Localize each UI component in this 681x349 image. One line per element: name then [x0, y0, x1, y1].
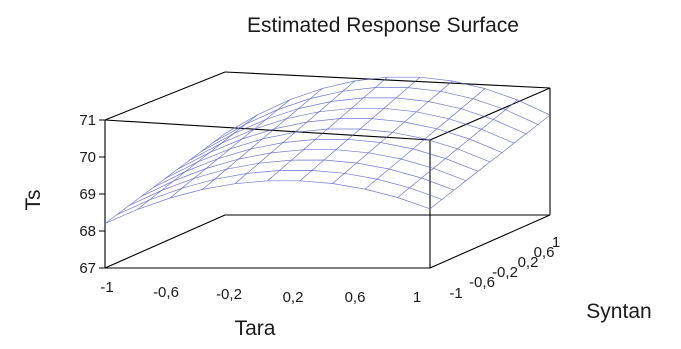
- surface-line: [202, 88, 323, 190]
- surface-line: [137, 114, 258, 210]
- y-tick-label: 0,2: [518, 254, 539, 271]
- y-axis: -1 -0,6 -0,2 0,2 0,6 1 Syntan: [449, 234, 651, 323]
- z-axis: 67 68 69 70 71 Ts: [22, 112, 105, 277]
- y-tick-label: -1: [449, 285, 462, 302]
- surface-line: [267, 76, 388, 182]
- z-tick-label: 70: [79, 149, 96, 166]
- z-tick-label: 71: [79, 112, 96, 129]
- x-axis-label: Tara: [235, 317, 276, 340]
- surface-line: [169, 99, 291, 199]
- surface-mesh: [104, 76, 551, 224]
- y-tick-label: -0,6: [469, 274, 495, 291]
- surface-line: [176, 118, 503, 170]
- x-tick-label: 0,6: [345, 289, 366, 306]
- surface-line: [429, 114, 551, 210]
- chart-title: Estimated Response Surface: [247, 14, 519, 37]
- plot-box: [104, 71, 551, 269]
- z-tick-label: 68: [79, 223, 96, 240]
- y-axis-label: Syntan: [586, 300, 651, 323]
- surface-line: [364, 88, 486, 190]
- x-tick-label: 0,2: [283, 289, 304, 306]
- y-tick-label: 1: [552, 234, 560, 251]
- x-tick-label: -0,6: [153, 284, 179, 301]
- z-tick-label: 67: [79, 260, 96, 277]
- x-axis: -1 -0,6 -0,2 0,2 0,6 1 Tara: [100, 279, 421, 340]
- surface-line: [397, 99, 518, 198]
- surface-line: [104, 133, 226, 224]
- surface-line: [152, 138, 479, 188]
- x-tick-label: -0,2: [216, 286, 242, 303]
- surface-line: [212, 87, 539, 143]
- y-tick-label: -0,2: [492, 264, 518, 281]
- surface-line: [332, 80, 453, 184]
- surface-line: [128, 159, 455, 206]
- surface-line: [299, 76, 421, 182]
- z-tick-label: 69: [79, 186, 96, 203]
- y-tick-label: 0,6: [534, 244, 555, 261]
- surface-line: [116, 170, 443, 215]
- surface-line: [140, 149, 467, 197]
- x-tick-label: 1: [413, 289, 421, 306]
- surface-line: [200, 97, 527, 152]
- z-axis-label: Ts: [22, 190, 45, 211]
- surface-line: [234, 80, 356, 184]
- x-tick-label: -1: [100, 279, 113, 296]
